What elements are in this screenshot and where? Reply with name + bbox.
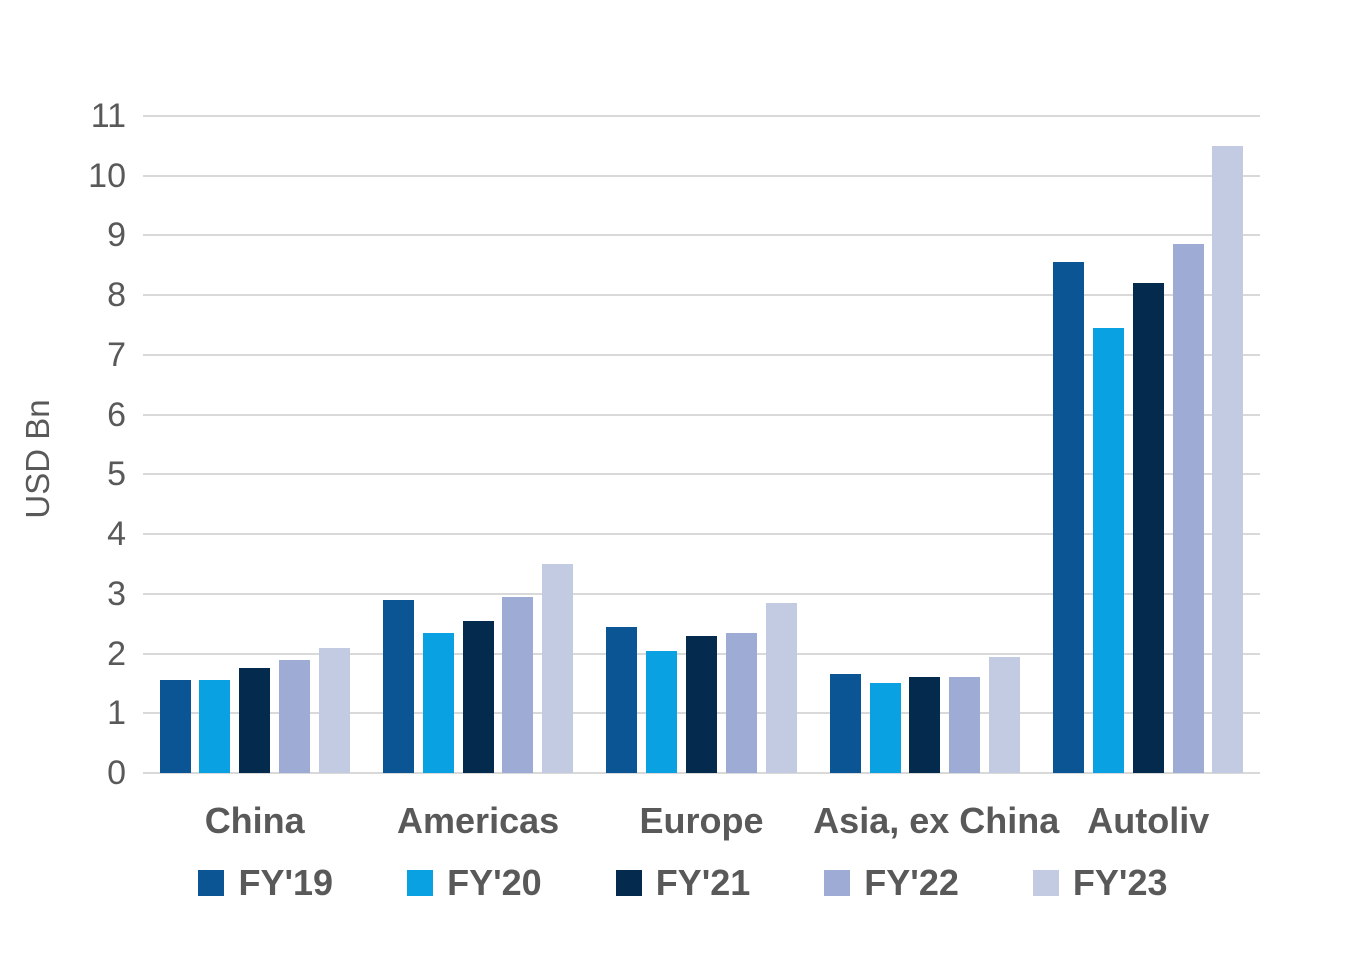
y-tick-label: 7 xyxy=(107,335,126,374)
legend-swatch-icon xyxy=(615,870,642,896)
legend-label: FY'19 xyxy=(238,862,334,903)
gridline xyxy=(143,473,1260,476)
bar-fy-20-autoliv xyxy=(1093,328,1124,773)
legend-swatch-icon xyxy=(407,870,434,896)
x-axis-label-china: China xyxy=(204,800,305,841)
legend-label: FY'21 xyxy=(655,862,751,903)
gridline xyxy=(143,294,1260,297)
bar-fy-19-china xyxy=(159,680,191,773)
bar-fy-23-autoliv xyxy=(1212,146,1244,773)
legend: FY'19 FY'20 FY'21 FY'22 FY'23 xyxy=(0,862,1366,904)
bar-fy-21-asia-ex-china xyxy=(909,677,941,773)
x-axis-label-autoliv: Autoliv xyxy=(1087,800,1210,841)
plot-area xyxy=(143,115,1260,774)
gridline xyxy=(143,533,1260,536)
bar-fy-23-europe xyxy=(765,603,797,773)
x-axis-label-asia-ex-china: Asia, ex China xyxy=(813,800,1060,841)
bar-fy-19-europe xyxy=(606,627,638,773)
bar-fy-22-asia-ex-china xyxy=(949,677,981,773)
y-tick-label: 8 xyxy=(107,276,126,315)
y-tick-label: 4 xyxy=(107,515,126,554)
bar-fy-22-china xyxy=(279,660,310,773)
legend-label: FY'22 xyxy=(864,862,959,903)
gridline xyxy=(143,174,1260,177)
gridline xyxy=(143,234,1260,237)
bar-fy-23-china xyxy=(318,648,350,773)
y-tick-label: 0 xyxy=(107,754,126,792)
bar-fy-20-europe xyxy=(646,651,678,773)
y-tick-label: 5 xyxy=(107,455,126,494)
gridline xyxy=(143,115,1260,117)
bar-fy-21-china xyxy=(239,668,271,773)
bar-fy-19-americas xyxy=(383,600,414,773)
legend-item-fy-21: FY'21 xyxy=(615,862,751,904)
bar-fy-22-americas xyxy=(502,597,534,773)
y-tick-label: 2 xyxy=(107,634,126,673)
legend-label: FY'20 xyxy=(447,862,542,903)
x-axis-line xyxy=(143,772,1260,774)
legend-label: FY'23 xyxy=(1072,862,1168,903)
bar-fy-22-europe xyxy=(725,633,757,773)
legend-item-fy-20: FY'20 xyxy=(407,862,542,904)
x-axis-label-americas: Americas xyxy=(397,800,560,841)
y-tick-label: 10 xyxy=(88,156,126,195)
bar-fy-21-americas xyxy=(462,621,494,773)
legend-item-fy-23: FY'23 xyxy=(1032,862,1168,904)
bar-fy-20-americas xyxy=(422,633,454,773)
legend-swatch-icon xyxy=(824,870,851,896)
y-tick-label: 9 xyxy=(107,216,126,255)
y-tick-label: 6 xyxy=(107,395,126,434)
bar-fy-21-autoliv xyxy=(1132,283,1164,773)
bar-fy-23-asia-ex-china xyxy=(989,657,1020,773)
x-axis-label-europe: Europe xyxy=(639,800,764,841)
bar-fy-19-autoliv xyxy=(1053,262,1085,773)
gridline xyxy=(143,353,1260,356)
gridline xyxy=(143,592,1260,595)
y-tick-label: 3 xyxy=(107,574,126,613)
legend-swatch-icon xyxy=(1032,870,1059,896)
bar-fy-20-asia-ex-china xyxy=(869,683,901,773)
bar-fy-21-europe xyxy=(686,636,717,773)
y-tick-label: 1 xyxy=(107,694,126,733)
y-tick-label: 11 xyxy=(90,97,126,135)
gridline xyxy=(143,413,1260,416)
legend-swatch-icon xyxy=(198,870,225,896)
legend-item-fy-19: FY'19 xyxy=(198,862,333,904)
legend-item-fy-22: FY'22 xyxy=(824,862,959,904)
bar-fy-19-asia-ex-china xyxy=(829,674,861,773)
bar-fy-22-autoliv xyxy=(1172,244,1204,773)
bar-fy-23-americas xyxy=(542,564,574,773)
bar-fy-20-china xyxy=(199,680,231,773)
